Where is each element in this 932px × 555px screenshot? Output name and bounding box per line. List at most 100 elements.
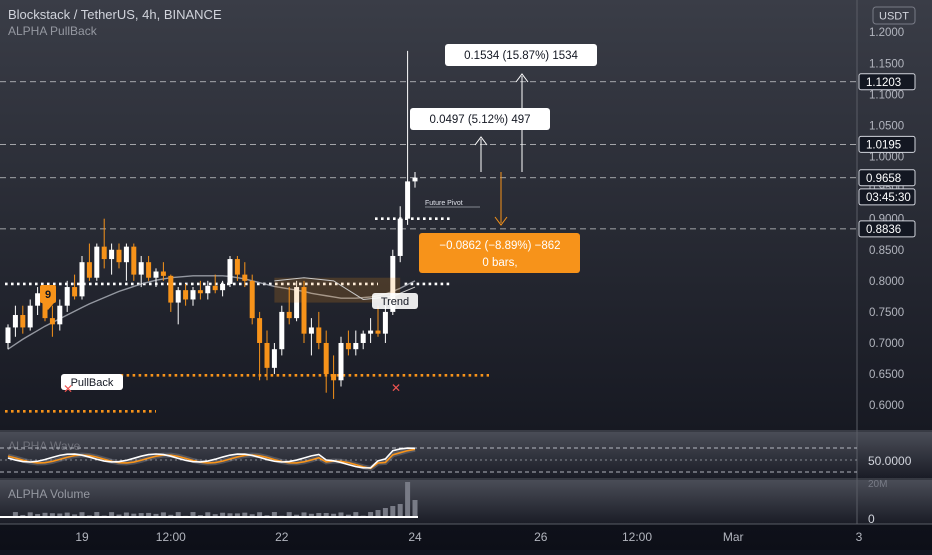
price-tick-label: 1.0500 xyxy=(869,120,904,132)
candle-body xyxy=(168,275,174,303)
candle-body xyxy=(205,285,211,294)
candle-body xyxy=(360,333,366,343)
indicator-title[interactable]: ALPHA PullBack xyxy=(8,24,98,38)
volume-bars xyxy=(0,482,418,518)
arrow-down-icon xyxy=(494,216,508,226)
volume-bar xyxy=(109,512,115,518)
candle-body xyxy=(234,259,240,275)
candle-body xyxy=(131,246,137,275)
sell-cross-icon: ✕ xyxy=(391,381,401,395)
candle-body xyxy=(146,262,152,278)
candle-body xyxy=(12,315,18,328)
volume-bar xyxy=(79,512,85,518)
candle-body xyxy=(249,280,255,319)
volume-bar xyxy=(397,504,403,518)
candle-body xyxy=(345,342,351,350)
currency-label: USDT xyxy=(879,11,909,23)
volume-title[interactable]: ALPHA Volume xyxy=(8,487,90,501)
time-axis[interactable]: 19 12:00 22 24 26 12:00 Mar 3 xyxy=(75,530,862,544)
volume-bar xyxy=(308,513,314,518)
candle-body xyxy=(94,246,100,278)
currency-badge[interactable] xyxy=(872,6,916,25)
volume-bar xyxy=(271,512,277,518)
volume-bar xyxy=(57,513,63,518)
candle-body xyxy=(271,349,277,368)
volume-bar xyxy=(257,512,263,518)
volume-bar xyxy=(131,513,137,518)
candle-body xyxy=(382,311,388,334)
candle-body xyxy=(286,311,292,319)
future-pivot-label: Future Pivot xyxy=(425,200,463,207)
volume-bar xyxy=(64,512,70,518)
volume-bar xyxy=(227,513,233,518)
symbol-title[interactable]: Blockstack / TetherUS, 4h, BINANCE xyxy=(8,7,222,22)
candle-body xyxy=(353,342,359,350)
candle-body xyxy=(257,318,263,343)
candle-body xyxy=(331,374,337,381)
candle-body xyxy=(212,285,218,291)
candle-body xyxy=(57,305,63,325)
trend-label: Trend xyxy=(381,296,409,308)
candle-body xyxy=(138,262,144,275)
candle-body xyxy=(294,287,300,319)
price-badge-label: 0.8836 xyxy=(866,224,901,236)
volume-bar xyxy=(12,512,18,518)
time-tick-label: 19 xyxy=(75,530,89,544)
candle-body xyxy=(190,290,196,300)
price-tick-label: 0.8500 xyxy=(869,245,904,257)
arrow-up-icon xyxy=(515,73,529,83)
volume-bar xyxy=(205,512,211,518)
target1-label: 0.1534 (15.87%) 1534 xyxy=(464,50,578,62)
price-badge-box xyxy=(858,169,916,187)
candle-body xyxy=(20,315,26,328)
signal-label: 9 xyxy=(45,289,51,301)
candle-body xyxy=(412,177,418,182)
wave-signal-line xyxy=(7,448,416,470)
moving-average xyxy=(7,275,416,350)
volume-bar xyxy=(220,512,226,518)
wave-pane-background xyxy=(0,432,932,478)
volume-bar xyxy=(390,506,396,518)
price-tick-label: 1.0000 xyxy=(869,152,904,164)
price-tick-label: 1.1500 xyxy=(869,58,904,70)
volume-bar xyxy=(94,512,100,518)
candle-body xyxy=(153,271,159,278)
candle-body xyxy=(405,181,411,219)
time-tick-label: 12:00 xyxy=(622,530,652,544)
price-badge-label: 1.1203 xyxy=(866,77,901,89)
volume-bar xyxy=(301,512,307,518)
volume-bar xyxy=(353,512,359,518)
price-tick-label: 0.7000 xyxy=(869,338,904,350)
sell-cross-icon: ✕ xyxy=(63,382,73,396)
volume-bar xyxy=(138,513,144,518)
volume-bar xyxy=(323,513,329,518)
volume-bar xyxy=(49,513,55,518)
candle-body xyxy=(27,305,33,328)
candle-body xyxy=(160,271,166,276)
volume-bar xyxy=(338,512,344,518)
time-tick-label: Mar xyxy=(723,530,744,544)
candle-body xyxy=(368,330,374,334)
candle-body xyxy=(338,342,344,381)
candle-body xyxy=(323,342,329,375)
price-tick-label: 0.8000 xyxy=(869,276,904,288)
volume-bar xyxy=(146,512,152,518)
wave-title[interactable]: ALPHA Wave xyxy=(8,439,81,453)
volume-bar xyxy=(382,508,388,518)
price-badge-box xyxy=(858,73,916,91)
candle-body xyxy=(197,290,203,294)
target1-box xyxy=(445,44,597,66)
volume-bar xyxy=(286,512,292,518)
sma-line xyxy=(7,275,416,350)
candle-body xyxy=(5,327,11,343)
candle-body xyxy=(308,327,314,334)
candle-body xyxy=(301,287,307,334)
price-badge-box xyxy=(858,135,916,153)
candle-body xyxy=(183,290,189,300)
price-badge-label: 0.9658 xyxy=(866,173,901,185)
candle-body xyxy=(397,218,403,256)
volume-bar xyxy=(368,512,374,518)
volume-bar xyxy=(160,512,166,518)
candle-body xyxy=(390,255,396,312)
